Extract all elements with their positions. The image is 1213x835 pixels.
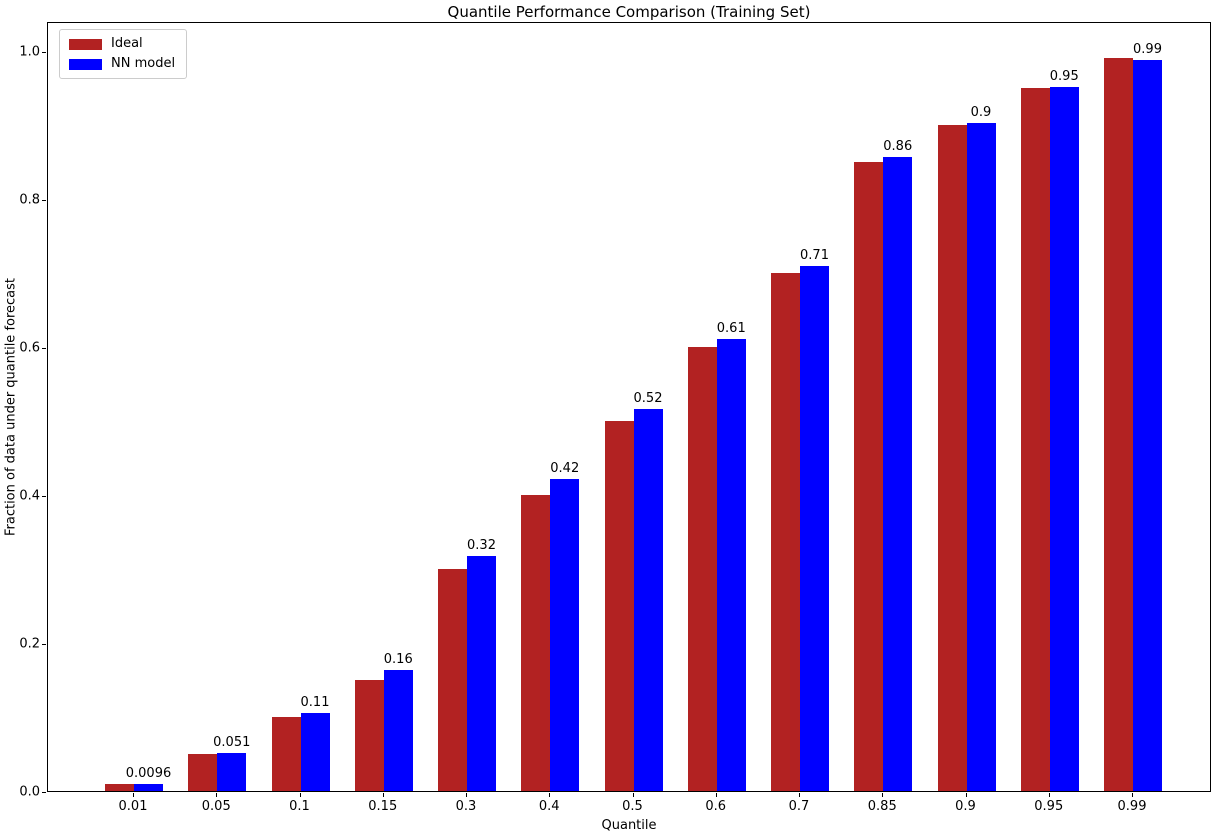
nn-model-bar [300, 712, 330, 791]
x-tick-label: 0.6 [705, 799, 727, 814]
ideal-bar [1020, 88, 1050, 791]
y-tick-mark [42, 200, 46, 201]
nn-model-bar [633, 409, 663, 791]
legend-item-ideal: Ideal [69, 37, 175, 51]
nn-model-bar [134, 783, 163, 791]
bar-value-label: 0.0096 [125, 765, 172, 781]
ideal-bar [937, 125, 967, 791]
bar-value-label: 0.95 [1049, 69, 1079, 85]
y-tick-label: 1.0 [19, 44, 40, 60]
ideal-color-swatch [69, 38, 102, 50]
ideal-bar [521, 495, 551, 791]
ideal-bar [105, 783, 134, 791]
y-tick-mark [42, 496, 46, 497]
y-tick-label: 0.2 [19, 636, 40, 652]
x-tick-label: 0.9 [955, 799, 976, 814]
x-tick-label: 0.3 [455, 799, 477, 814]
bar-value-label: 0.61 [716, 320, 746, 336]
x-tick-mark [632, 793, 634, 797]
bar-value-label: 0.16 [383, 652, 413, 668]
x-tick-mark [1048, 793, 1050, 797]
x-tick-mark [549, 793, 551, 797]
x-axis-label: Quantile [601, 818, 657, 833]
x-tick-mark [882, 793, 884, 797]
legend: Ideal NN model [59, 29, 188, 79]
nn-model-bar [467, 555, 496, 791]
ideal-bar [854, 162, 884, 791]
bar-value-label: 0.051 [213, 735, 251, 751]
ideal-bar [604, 421, 634, 791]
x-tick-label: 0.01 [118, 799, 148, 814]
x-tick-label: 0.95 [1034, 799, 1064, 814]
bar-value-label: 0.52 [633, 391, 663, 407]
ideal-bar [354, 680, 384, 791]
ideal-bar [188, 754, 218, 791]
legend-label-nn-model: NN model [111, 56, 176, 71]
y-tick-mark [42, 792, 46, 793]
x-tick-label: 0.05 [201, 799, 231, 814]
ideal-bar [438, 569, 467, 791]
legend-item-nn-model: NN model [69, 57, 175, 71]
bar-value-label: 0.32 [467, 537, 496, 553]
legend-label-ideal: Ideal [111, 36, 143, 51]
nn-model-bar [716, 338, 746, 791]
x-tick-mark [466, 793, 467, 797]
bar-value-label: 0.42 [550, 460, 580, 476]
bar-value-label: 0.9 [970, 104, 992, 120]
nn-model-bar [966, 122, 996, 791]
x-tick-mark [1132, 793, 1133, 797]
y-tick-label: 0.0 [19, 784, 40, 800]
nn-model-bar [1049, 87, 1079, 791]
x-tick-label: 0.15 [368, 799, 398, 814]
ideal-bar [687, 347, 717, 791]
x-tick-label: 0.5 [622, 799, 643, 814]
ideal-bar [271, 717, 301, 791]
x-tick-mark [382, 793, 384, 797]
bar-value-label: 0.71 [800, 248, 829, 264]
bar-value-label: 0.86 [883, 138, 913, 154]
x-tick-label: 0.85 [867, 799, 897, 814]
nn-model-bar [1133, 59, 1162, 791]
y-tick-mark [42, 644, 46, 645]
nn-model-bar [883, 156, 913, 791]
nn-model-bar [383, 670, 413, 791]
x-tick-label: 0.4 [538, 799, 560, 814]
y-tick-mark [42, 348, 46, 349]
nn-model-bar [550, 478, 580, 791]
x-tick-mark [799, 793, 800, 797]
x-tick-label: 0.7 [788, 799, 810, 814]
x-tick-mark [715, 793, 717, 797]
y-tick-label: 0.6 [19, 340, 40, 356]
x-tick-mark [216, 793, 218, 797]
y-tick-label: 0.8 [19, 192, 40, 208]
chart-title: Quantile Performance Comparison (Trainin… [447, 3, 811, 21]
x-tick-mark [965, 793, 967, 797]
nn-model-bar [800, 266, 829, 791]
y-tick-label: 0.4 [19, 488, 40, 504]
ideal-bar [771, 273, 800, 791]
plot-area: 0.0096 0.051 0.11 0.16 0.32 0.42 0.52 0.61 0.71 0… [47, 22, 1211, 792]
bar-value-label: 0.99 [1133, 41, 1162, 57]
nn-model-color-swatch [69, 58, 102, 70]
x-tick-mark [133, 793, 134, 797]
x-tick-label: 0.99 [1117, 799, 1147, 814]
nn-model-bar [217, 753, 247, 791]
bar-value-label: 0.11 [300, 694, 330, 710]
x-tick-mark [299, 793, 301, 797]
x-tick-label: 0.1 [289, 799, 310, 814]
y-tick-mark [42, 52, 46, 53]
ideal-bar [1104, 58, 1133, 791]
